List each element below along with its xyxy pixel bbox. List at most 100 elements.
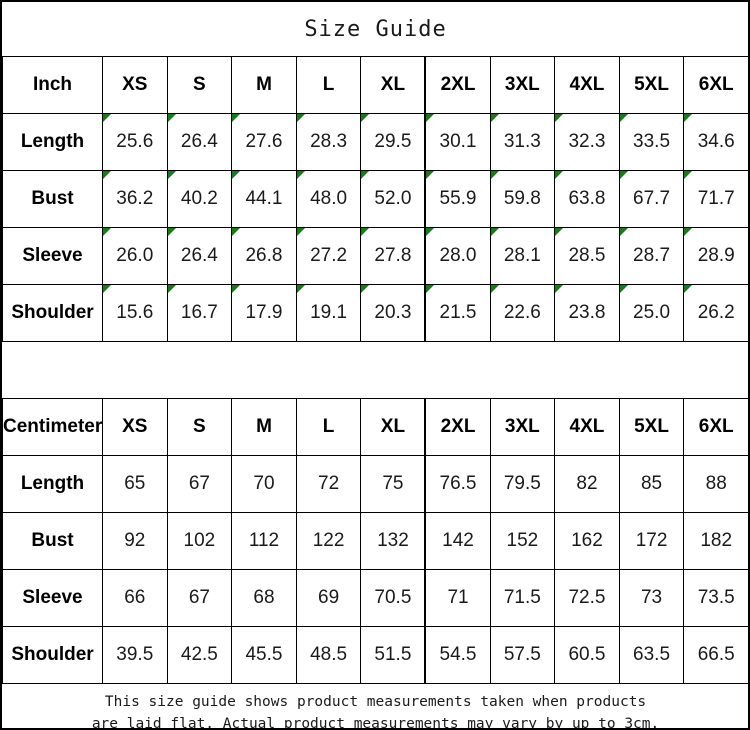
cell-centimeter-length-xl: 75 xyxy=(360,455,426,513)
table-row: Bust 92 102 112 122 132 142 152 162 172 182 xyxy=(2,512,748,570)
cell-inch-length-5xl: 33.5 xyxy=(618,113,685,171)
header-row-inch: Inch XS S M L XL 2XL 3XL 4XL 5XL 6XL xyxy=(2,56,748,114)
table-row: Length 65 67 70 72 75 76.5 79.5 82 85 88 xyxy=(2,455,748,513)
footer-line-2: are laid flat. Actual product measuremen… xyxy=(91,716,660,730)
cell-centimeter-length-l: 72 xyxy=(295,455,362,513)
size-header-s: S xyxy=(166,56,233,114)
cell-inch-bust-xs: 36.2 xyxy=(102,170,168,228)
cell-inch-length-4xl: 32.3 xyxy=(554,113,620,171)
cell-inch-shoulder-xs: 15.6 xyxy=(102,284,168,342)
cell-centimeter-length-3xl: 79.5 xyxy=(489,455,556,513)
cell-centimeter-sleeve-5xl: 73 xyxy=(618,569,685,627)
size-header-s: S xyxy=(166,398,233,456)
row-label-length: Length xyxy=(2,455,103,513)
cell-inch-shoulder-6xl: 26.2 xyxy=(683,284,748,342)
cell-inch-bust-6xl: 71.7 xyxy=(683,170,748,228)
size-header-m: M xyxy=(231,398,297,456)
cell-centimeter-length-5xl: 85 xyxy=(618,455,685,513)
size-header-3xl: 3XL xyxy=(489,56,556,114)
footer-note: This size guide shows product measuremen… xyxy=(2,683,748,730)
cell-inch-shoulder-3xl: 22.6 xyxy=(489,284,556,342)
cell-inch-sleeve-6xl: 28.9 xyxy=(683,227,748,285)
cell-inch-sleeve-5xl: 28.7 xyxy=(618,227,685,285)
unit-header-inch: Inch xyxy=(2,56,103,114)
footer-line-1: This size guide shows product measuremen… xyxy=(104,693,647,710)
cell-inch-shoulder-2xl: 21.5 xyxy=(424,284,491,342)
cell-centimeter-sleeve-2xl: 71 xyxy=(424,569,491,627)
size-header-2xl: 2XL xyxy=(424,56,491,114)
row-label-shoulder: Shoulder xyxy=(2,284,103,342)
cell-centimeter-length-xs: 65 xyxy=(102,455,168,513)
footer-row: This size guide shows product measuremen… xyxy=(2,683,748,730)
cell-centimeter-sleeve-l: 69 xyxy=(295,569,362,627)
size-header-xs: XS xyxy=(102,56,168,114)
row-label-sleeve: Sleeve xyxy=(2,569,103,627)
cell-inch-bust-xl: 52.0 xyxy=(360,170,426,228)
cell-inch-length-2xl: 30.1 xyxy=(424,113,491,171)
table-row: Sleeve 66 67 68 69 70.5 71 71.5 72.5 73 73.5 xyxy=(2,569,748,627)
cell-centimeter-sleeve-s: 67 xyxy=(166,569,233,627)
cell-inch-sleeve-2xl: 28.0 xyxy=(424,227,491,285)
cell-inch-length-m: 27.6 xyxy=(231,113,297,171)
cell-centimeter-sleeve-xs: 66 xyxy=(102,569,168,627)
size-header-xl: XL xyxy=(360,398,426,456)
cell-inch-bust-s: 40.2 xyxy=(166,170,233,228)
cell-centimeter-shoulder-6xl: 66.5 xyxy=(683,626,748,684)
table-row: Sleeve 26.0 26.4 26.8 27.2 27.8 28.0 28.1 28.5 28… xyxy=(2,227,748,285)
cell-inch-sleeve-4xl: 28.5 xyxy=(554,227,620,285)
cell-inch-length-xs: 25.6 xyxy=(102,113,168,171)
cell-inch-sleeve-m: 26.8 xyxy=(231,227,297,285)
cell-centimeter-length-6xl: 88 xyxy=(683,455,748,513)
cell-centimeter-bust-6xl: 182 xyxy=(683,512,748,570)
cell-inch-shoulder-m: 17.9 xyxy=(231,284,297,342)
row-label-sleeve: Sleeve xyxy=(2,227,103,285)
cell-inch-sleeve-xl: 27.8 xyxy=(360,227,426,285)
cell-centimeter-bust-5xl: 172 xyxy=(618,512,685,570)
cell-centimeter-shoulder-l: 48.5 xyxy=(295,626,362,684)
cell-inch-length-l: 28.3 xyxy=(295,113,362,171)
cell-inch-bust-2xl: 55.9 xyxy=(424,170,491,228)
cell-inch-shoulder-s: 16.7 xyxy=(166,284,233,342)
row-label-bust: Bust xyxy=(2,512,103,570)
size-header-5xl: 5XL xyxy=(618,56,685,114)
size-header-l: L xyxy=(295,398,362,456)
size-header-4xl: 4XL xyxy=(554,56,620,114)
cell-centimeter-shoulder-4xl: 60.5 xyxy=(554,626,620,684)
size-header-2xl: 2XL xyxy=(424,398,491,456)
table-spacer-row xyxy=(2,341,748,399)
cell-centimeter-bust-s: 102 xyxy=(166,512,233,570)
cell-inch-bust-l: 48.0 xyxy=(295,170,362,228)
cell-inch-shoulder-xl: 20.3 xyxy=(360,284,426,342)
table-row: Bust 36.2 40.2 44.1 48.0 52.0 55.9 59.8 63.8 67.7… xyxy=(2,170,748,228)
cell-centimeter-length-4xl: 82 xyxy=(554,455,620,513)
cell-inch-sleeve-3xl: 28.1 xyxy=(489,227,556,285)
row-label-shoulder: Shoulder xyxy=(2,626,103,684)
row-label-bust: Bust xyxy=(2,170,103,228)
cell-inch-shoulder-4xl: 23.8 xyxy=(554,284,620,342)
size-header-m: M xyxy=(231,56,297,114)
cell-inch-shoulder-l: 19.1 xyxy=(295,284,362,342)
cell-centimeter-shoulder-xl: 51.5 xyxy=(360,626,426,684)
cell-centimeter-sleeve-m: 68 xyxy=(231,569,297,627)
cell-centimeter-length-s: 67 xyxy=(166,455,233,513)
cell-centimeter-bust-l: 122 xyxy=(295,512,362,570)
cell-inch-bust-m: 44.1 xyxy=(231,170,297,228)
size-header-3xl: 3XL xyxy=(489,398,556,456)
unit-header-centimeter: Centimeter xyxy=(2,398,103,456)
table-row: Shoulder 15.6 16.7 17.9 19.1 20.3 21.5 22.6 23.8… xyxy=(2,284,748,342)
size-header-4xl: 4XL xyxy=(554,398,620,456)
cell-centimeter-shoulder-m: 45.5 xyxy=(231,626,297,684)
cell-inch-shoulder-5xl: 25.0 xyxy=(618,284,685,342)
size-header-l: L xyxy=(295,56,362,114)
page-title-text: Size Guide xyxy=(304,16,447,42)
cell-centimeter-sleeve-4xl: 72.5 xyxy=(554,569,620,627)
cell-centimeter-sleeve-6xl: 73.5 xyxy=(683,569,748,627)
size-header-5xl: 5XL xyxy=(618,398,685,456)
size-header-xl: XL xyxy=(360,56,426,114)
cell-inch-length-6xl: 34.6 xyxy=(683,113,748,171)
table-row: Shoulder 39.5 42.5 45.5 48.5 51.5 54.5 57.5 60.5… xyxy=(2,626,748,684)
cell-inch-bust-4xl: 63.8 xyxy=(554,170,620,228)
